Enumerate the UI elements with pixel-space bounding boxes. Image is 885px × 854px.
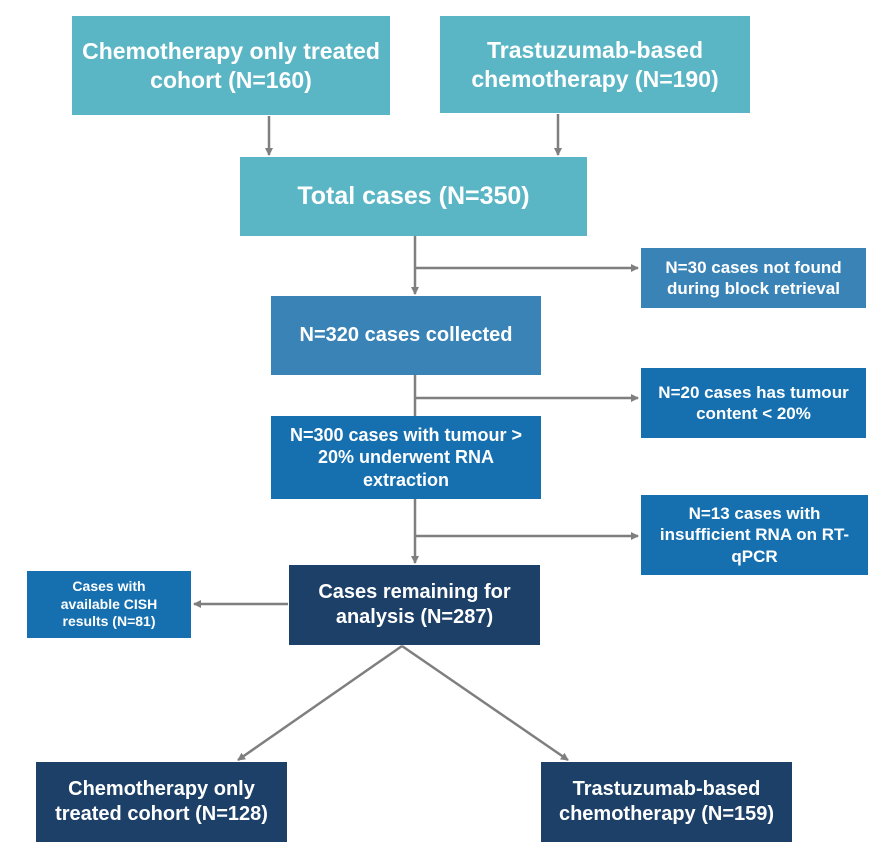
arrow-to-final-chemo — [237, 644, 403, 762]
box-chemo-cohort: Chemotherapy only treated cohort (N=160) — [72, 16, 390, 115]
box-trastuzumab-cohort: Trastuzumab-based chemotherapy (N=190) — [440, 16, 750, 113]
box-cases-remaining: Cases remaining for analysis (N=287) — [289, 565, 540, 645]
box-cish-results: Cases with available CISH results (N=81) — [27, 571, 191, 638]
box-final-trastuzumab: Trastuzumab-based chemotherapy (N=159) — [541, 762, 792, 842]
box-insufficient-rna: N=13 cases with insufficient RNA on RT-q… — [641, 495, 868, 575]
box-rna-extraction: N=300 cases with tumour > 20% underwent … — [271, 416, 541, 499]
box-final-chemo: Chemotherapy only treated cohort (N=128) — [36, 762, 287, 842]
box-cases-collected: N=320 cases collected — [271, 296, 541, 375]
box-not-found: N=30 cases not found during block retrie… — [641, 248, 866, 308]
box-low-tumour: N=20 cases has tumour content < 20% — [641, 368, 866, 438]
box-total-cases: Total cases (N=350) — [240, 157, 587, 236]
arrow-to-final-trastuzumab — [401, 644, 569, 762]
